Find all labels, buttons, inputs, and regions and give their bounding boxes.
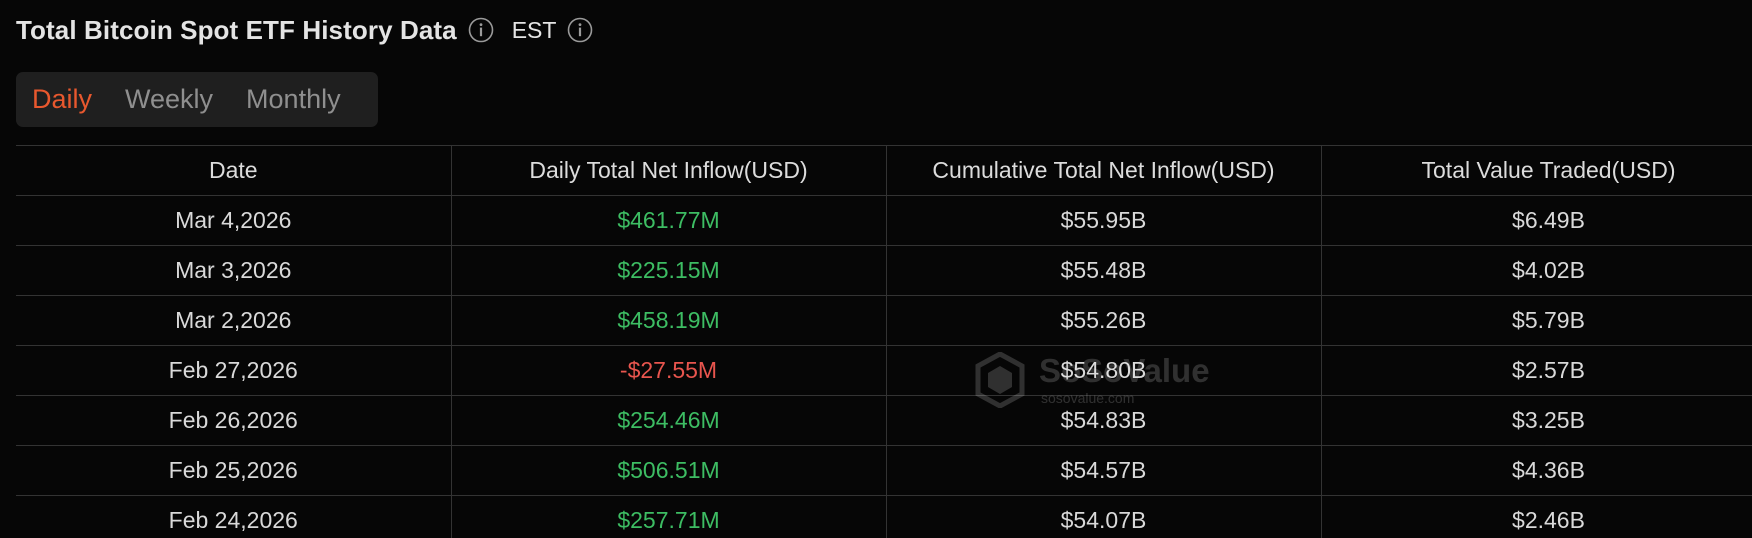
table-row: Mar 3,2026 $225.15M $55.48B $4.02B bbox=[16, 245, 1752, 296]
tab-weekly[interactable]: Weekly bbox=[125, 84, 214, 114]
daily-net-inflow-cell: -$27.55M bbox=[451, 345, 887, 396]
table-row: Feb 26,2026 $254.46M $54.83B $3.25B bbox=[16, 395, 1752, 446]
daily-net-inflow-cell: $225.15M bbox=[451, 245, 887, 296]
column-header-cumulative-net-inflow[interactable]: Cumulative Total Net Inflow(USD) bbox=[886, 145, 1322, 196]
total-value-traded-cell: $6.49B bbox=[1321, 195, 1752, 246]
title-info-icon[interactable] bbox=[468, 17, 494, 43]
date-cell: Feb 26,2026 bbox=[16, 395, 452, 446]
total-value-traded-cell: $4.36B bbox=[1321, 445, 1752, 496]
timezone-label: EST bbox=[511, 16, 557, 43]
page-header: Total Bitcoin Spot ETF History Data EST bbox=[16, 10, 593, 50]
cumulative-net-inflow-cell: $54.57B bbox=[886, 445, 1322, 496]
timezone-info-icon[interactable] bbox=[567, 17, 593, 43]
tab-monthly[interactable]: Monthly bbox=[246, 84, 341, 114]
daily-net-inflow-cell: $257.71M bbox=[451, 495, 887, 538]
date-cell: Feb 25,2026 bbox=[16, 445, 452, 496]
date-cell: Mar 3,2026 bbox=[16, 245, 452, 296]
cumulative-net-inflow-cell: $54.80B bbox=[886, 345, 1322, 396]
cumulative-net-inflow-cell: $54.83B bbox=[886, 395, 1322, 446]
etf-history-table: Date Daily Total Net Inflow(USD) Cumulat… bbox=[16, 145, 1752, 538]
period-tabs: Daily Weekly Monthly bbox=[16, 72, 378, 127]
total-value-traded-cell: $5.79B bbox=[1321, 295, 1752, 346]
tab-daily[interactable]: Daily bbox=[32, 84, 93, 114]
table-row: Feb 27,2026 -$27.55M $54.80B $2.57B bbox=[16, 345, 1752, 396]
total-value-traded-cell: $2.46B bbox=[1321, 495, 1752, 538]
cumulative-net-inflow-cell: $55.48B bbox=[886, 245, 1322, 296]
total-value-traded-cell: $4.02B bbox=[1321, 245, 1752, 296]
daily-net-inflow-cell: $254.46M bbox=[451, 395, 887, 446]
column-header-daily-net-inflow[interactable]: Daily Total Net Inflow(USD) bbox=[451, 145, 887, 196]
cumulative-net-inflow-cell: $55.26B bbox=[886, 295, 1322, 346]
table-row: Mar 2,2026 $458.19M $55.26B $5.79B bbox=[16, 295, 1752, 346]
date-cell: Mar 2,2026 bbox=[16, 295, 452, 346]
daily-net-inflow-cell: $506.51M bbox=[451, 445, 887, 496]
date-cell: Feb 27,2026 bbox=[16, 345, 452, 396]
table-row: Feb 25,2026 $506.51M $54.57B $4.36B bbox=[16, 445, 1752, 496]
table-row: Mar 4,2026 $461.77M $55.95B $6.49B bbox=[16, 195, 1752, 246]
cumulative-net-inflow-cell: $54.07B bbox=[886, 495, 1322, 538]
cumulative-net-inflow-cell: $55.95B bbox=[886, 195, 1322, 246]
total-value-traded-cell: $2.57B bbox=[1321, 345, 1752, 396]
column-header-date[interactable]: Date bbox=[16, 145, 452, 196]
total-value-traded-cell: $3.25B bbox=[1321, 395, 1752, 446]
column-header-total-value-traded[interactable]: Total Value Traded(USD) bbox=[1321, 145, 1752, 196]
daily-net-inflow-cell: $461.77M bbox=[451, 195, 887, 246]
daily-net-inflow-cell: $458.19M bbox=[451, 295, 887, 346]
page-title: Total Bitcoin Spot ETF History Data bbox=[16, 14, 457, 45]
table-header-row: Date Daily Total Net Inflow(USD) Cumulat… bbox=[16, 145, 1752, 196]
table-row: Feb 24,2026 $257.71M $54.07B $2.46B bbox=[16, 495, 1752, 538]
date-cell: Feb 24,2026 bbox=[16, 495, 452, 538]
date-cell: Mar 4,2026 bbox=[16, 195, 452, 246]
